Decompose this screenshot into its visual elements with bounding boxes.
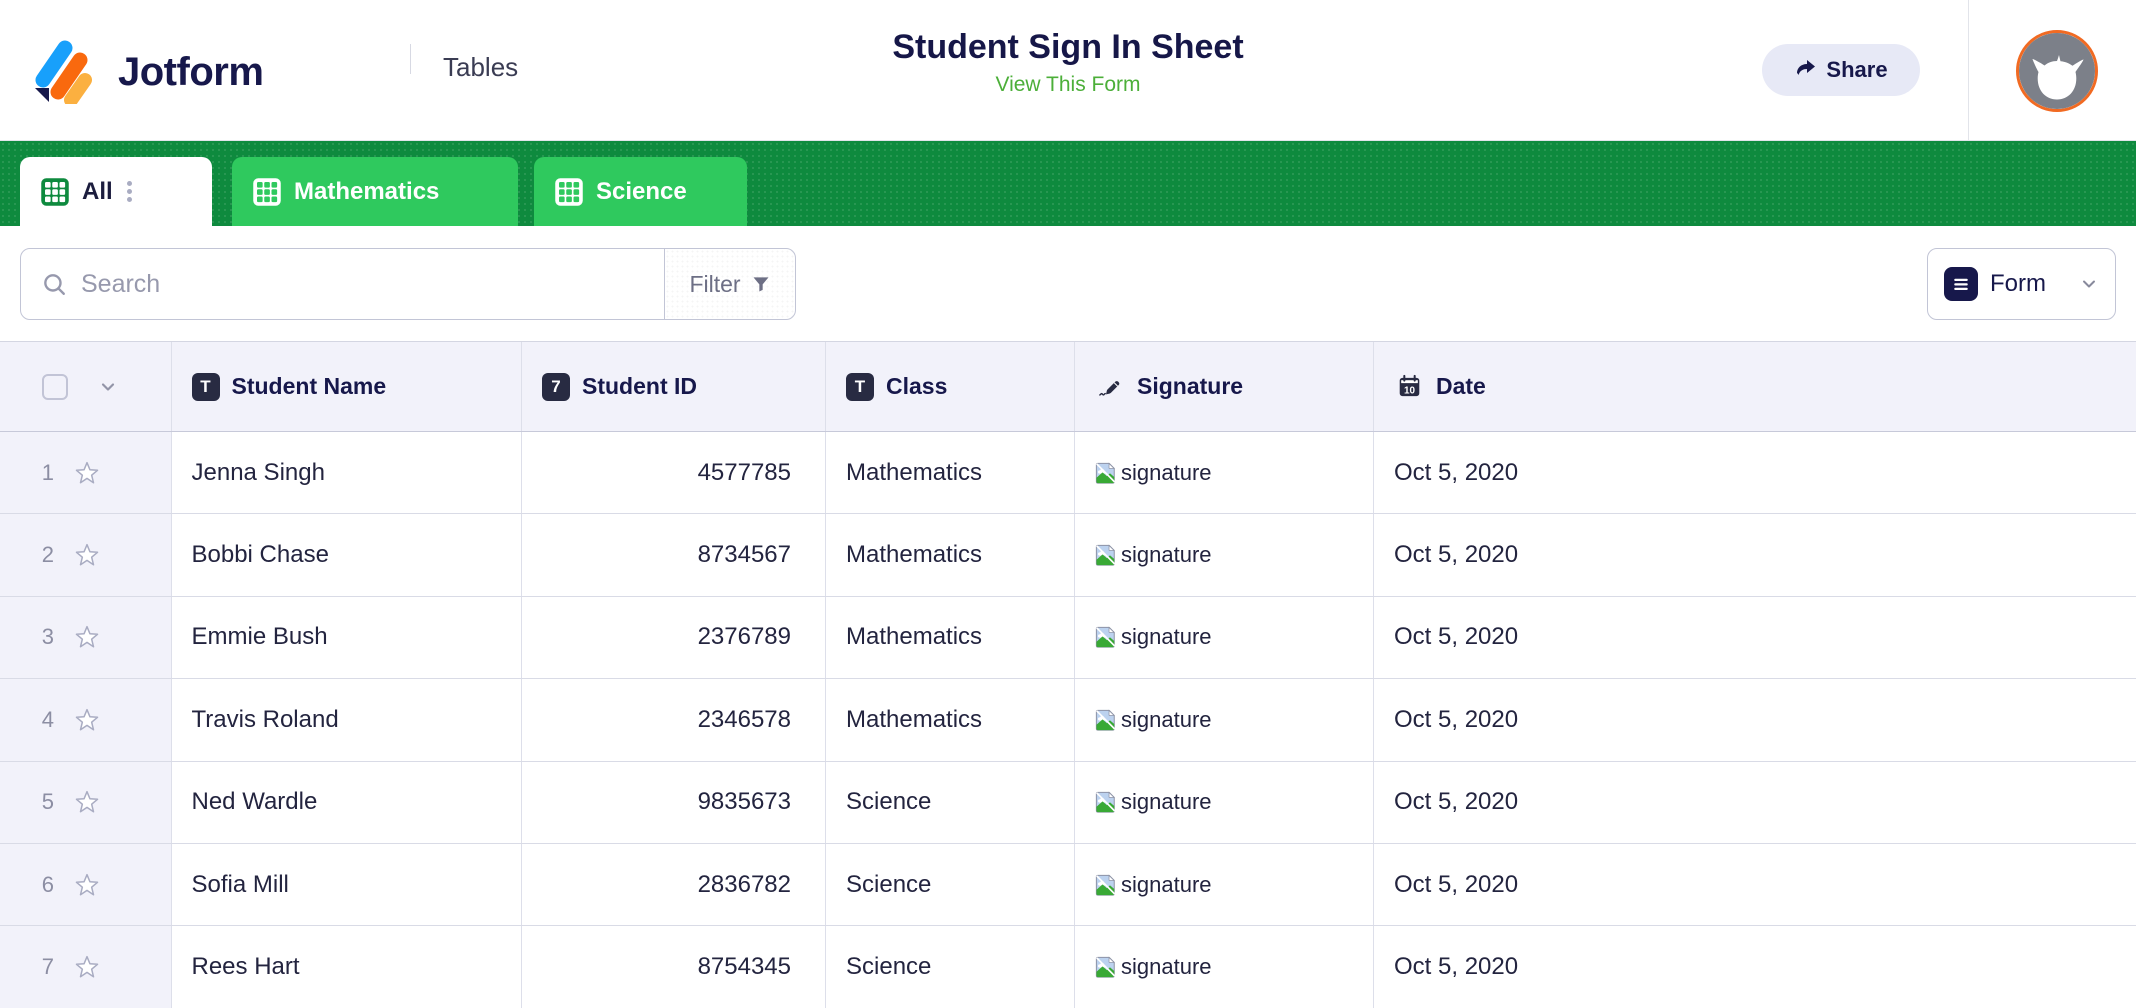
svg-text:10: 10: [1403, 386, 1415, 397]
